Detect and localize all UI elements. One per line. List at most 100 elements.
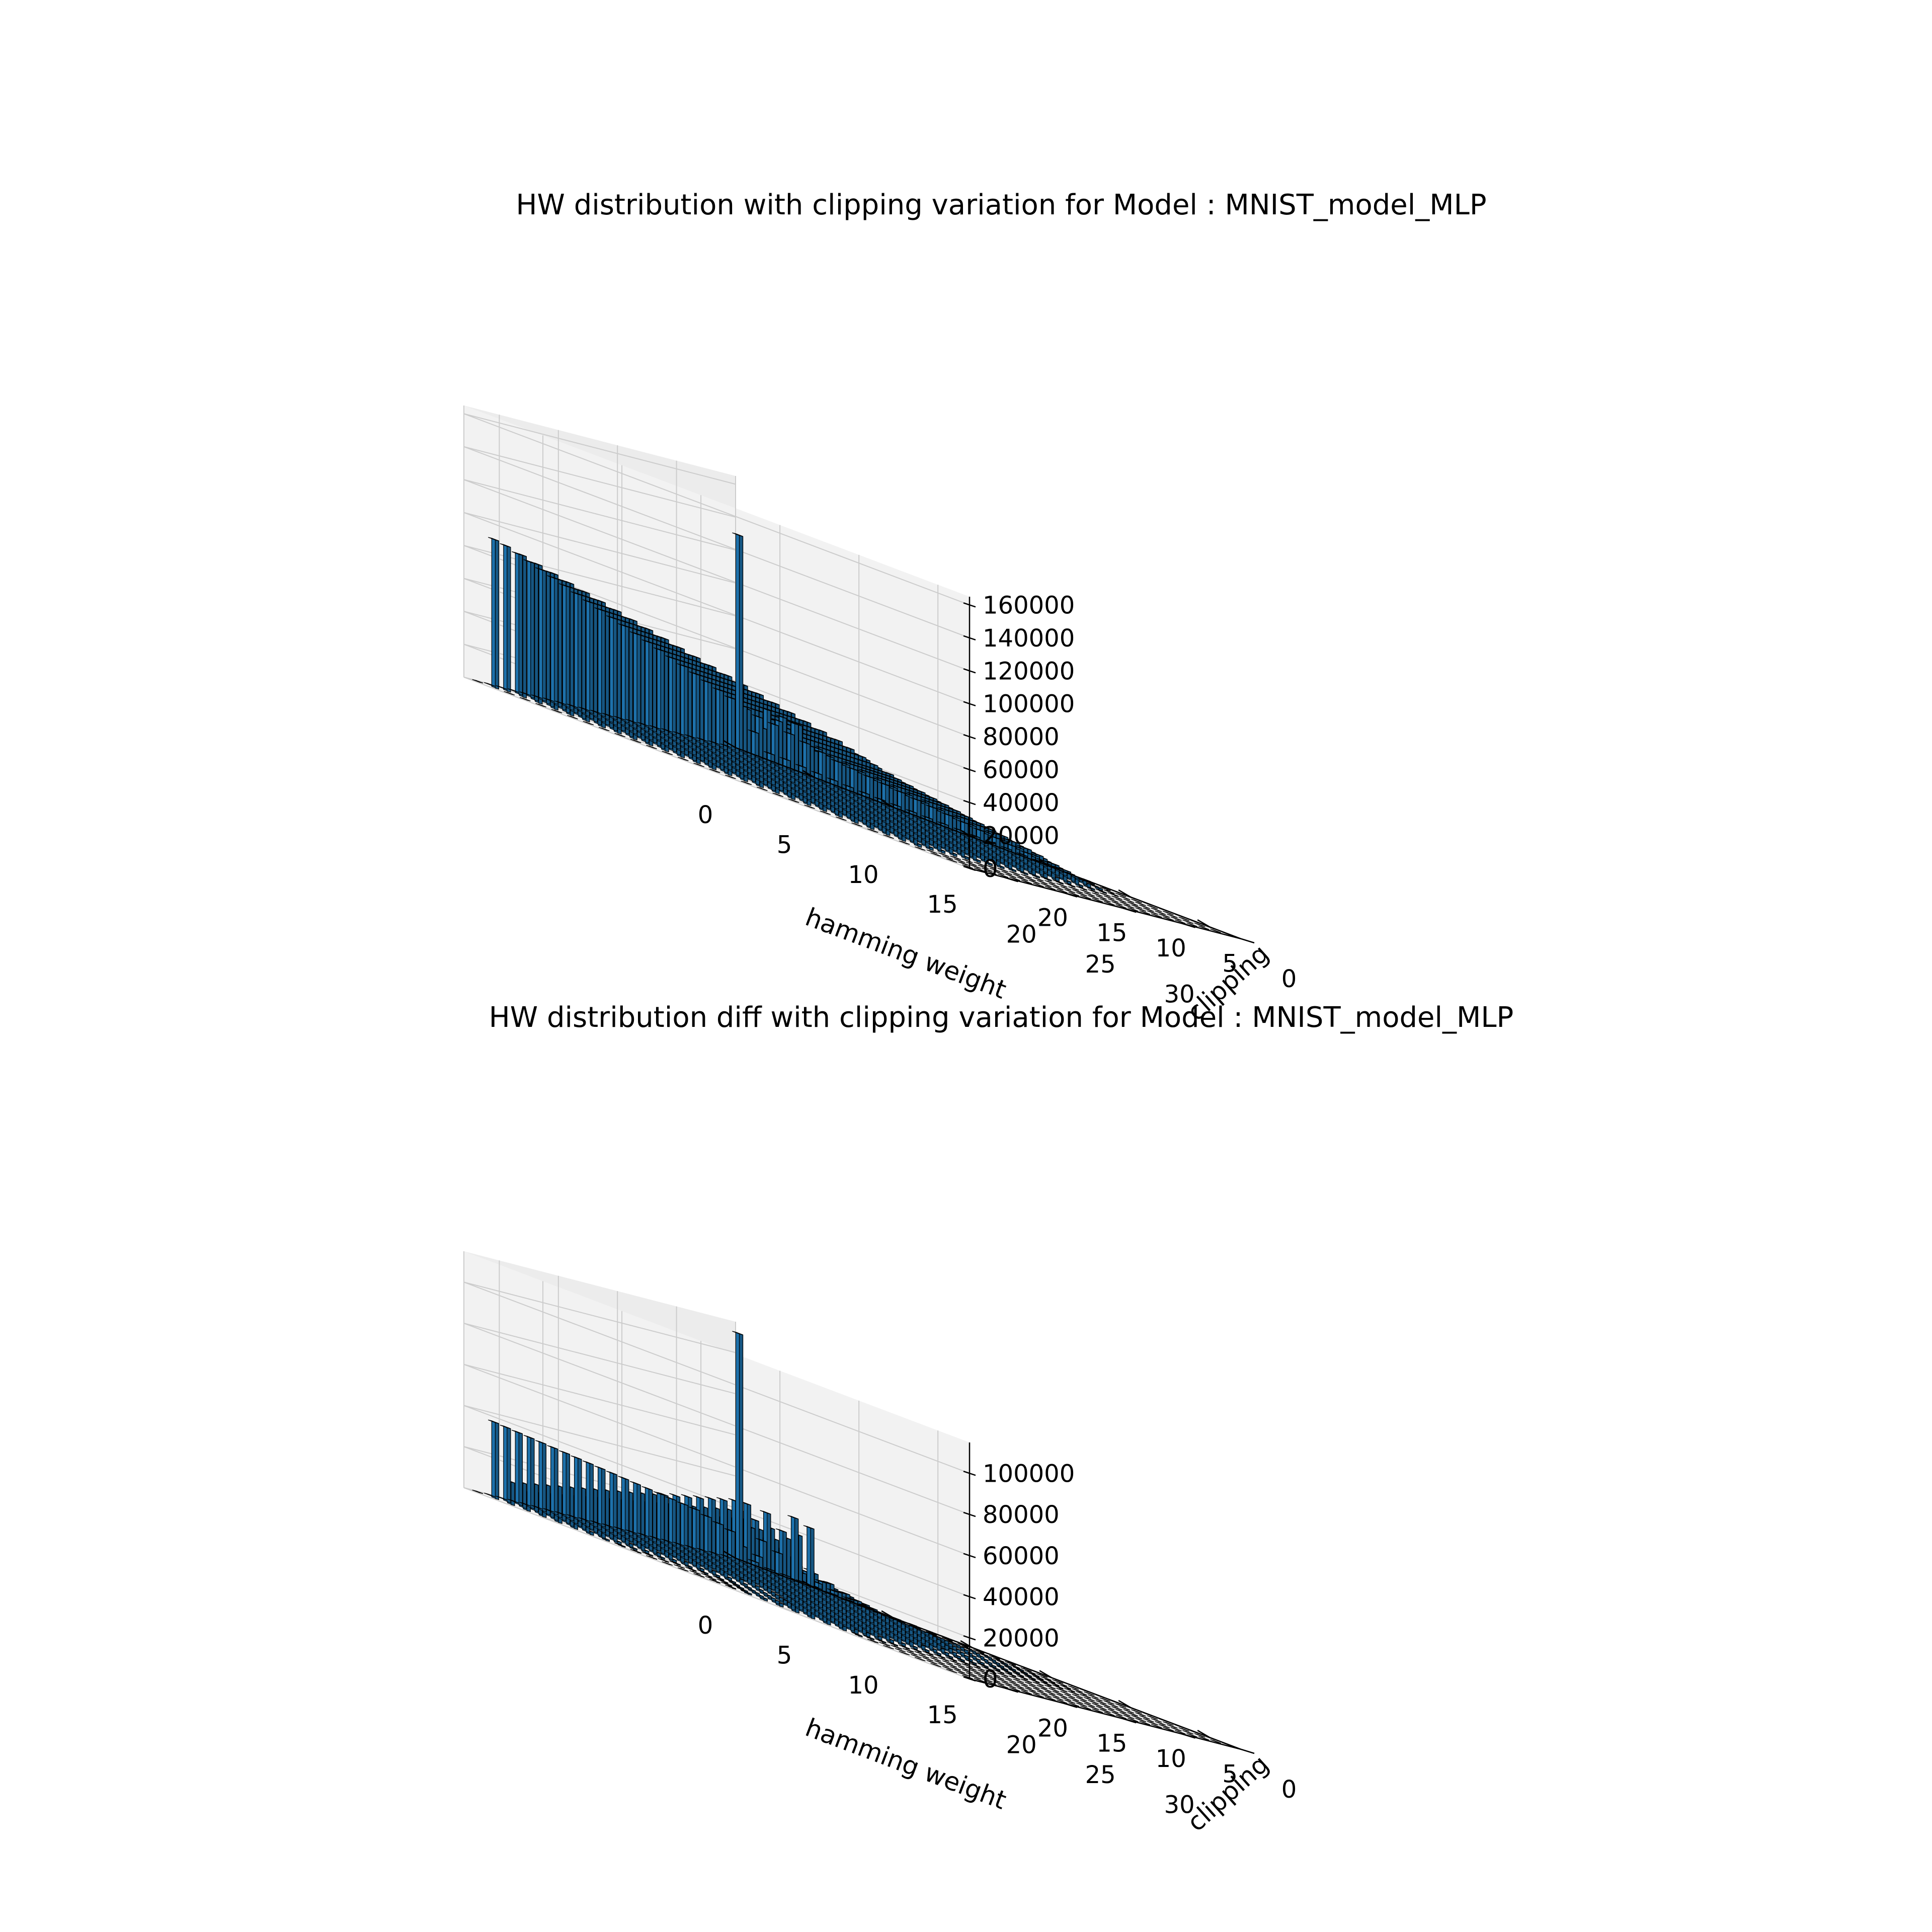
bar-top-face [1005,873,1016,878]
bar [1068,892,1080,897]
bar [602,712,613,717]
bar-side-face [566,586,570,708]
bar-top-face [741,780,752,785]
bar-top-face [484,682,495,687]
bar [558,583,570,708]
bar [511,551,523,696]
bar [989,867,1001,872]
bar [531,694,542,699]
bar-top-face [602,712,613,717]
bar [504,691,515,696]
bar-side-face [570,587,574,711]
bar-side-face [688,667,692,742]
bar-top-face [618,623,629,628]
bar [543,697,554,702]
bar-top-face [942,855,953,860]
bar-side-face [743,706,748,754]
bar [1036,880,1048,884]
bar [930,852,942,857]
bar-top-face [614,733,625,738]
z-grid-back [463,677,970,869]
bar-top-face [511,551,523,556]
bar [547,575,558,705]
bar [598,727,610,732]
bar-side-face [530,1437,535,1509]
bar [965,861,977,866]
chart-2-title: HW distribution diff with clipping varia… [489,1001,1514,1034]
bar [630,739,641,744]
bar-top-face [583,721,594,726]
bar-top-face [958,861,969,866]
bar [1021,879,1032,884]
bar [1080,895,1091,900]
bar-top-face [1021,879,1032,884]
bar-side-face [747,708,752,757]
bar-top-face [1025,877,1036,881]
bar [582,599,594,714]
bar [1033,882,1044,887]
bar-side-face [589,1463,594,1525]
bar-top-face [982,867,993,872]
bar [618,623,629,723]
bar-side-face [558,579,562,708]
bar-top-face [578,706,590,711]
bar-top-face [986,870,997,875]
bar [851,823,863,827]
bar [567,703,578,708]
bar [985,865,997,869]
bar [523,559,535,699]
z-grid-back [463,479,970,672]
bar-top-face [1017,876,1028,881]
bar-side-face [739,535,744,751]
bar-top-face [851,823,863,827]
bar-top-face [965,861,977,866]
bar [496,685,507,690]
bar-side-face [605,1489,610,1531]
bar-side-face [613,1473,617,1531]
bar-side-face [652,1493,657,1543]
z-tick-label: 120000 [983,657,1075,685]
bar-top-face [1080,895,1091,900]
bar [1064,889,1076,894]
bar [974,867,985,872]
bar-top-face [1057,889,1068,894]
bar-top-face [709,769,720,773]
bar [677,757,689,761]
bar-top-face [938,852,949,857]
bar-side-face [755,732,759,757]
bar [835,817,847,821]
bar-side-face [759,716,763,760]
bar-side-face [542,570,546,702]
bar-top-face [551,709,562,713]
bar-top-face [598,727,610,732]
bar [997,873,1009,878]
bar-side-face [534,563,539,702]
bar-top-face [950,855,961,860]
bar-top-face [946,858,957,863]
bar [488,537,500,690]
bar [1032,877,1044,881]
bar [958,861,969,866]
z-tick-label: 20000 [983,822,1060,850]
bar-top-face [662,751,673,755]
bar [950,855,961,860]
bar-side-face [636,634,641,727]
bar-top-face [1033,882,1044,887]
bar [741,780,752,785]
x-tick-label: 25 [1085,950,1116,979]
bar-top-face [883,834,894,839]
bar-top-face [772,792,783,797]
bar-top-face [899,840,910,845]
bar-side-face [640,635,645,730]
bar-top-face [500,543,511,548]
bar [982,867,993,872]
bar-side-face [719,690,724,748]
bar-top-face [804,804,815,809]
bar [519,691,531,696]
bar-side-face [628,1491,633,1537]
bar-top-face [1044,886,1056,891]
bar [606,615,617,720]
z-grid-left [463,413,736,485]
bar [1009,876,1020,881]
